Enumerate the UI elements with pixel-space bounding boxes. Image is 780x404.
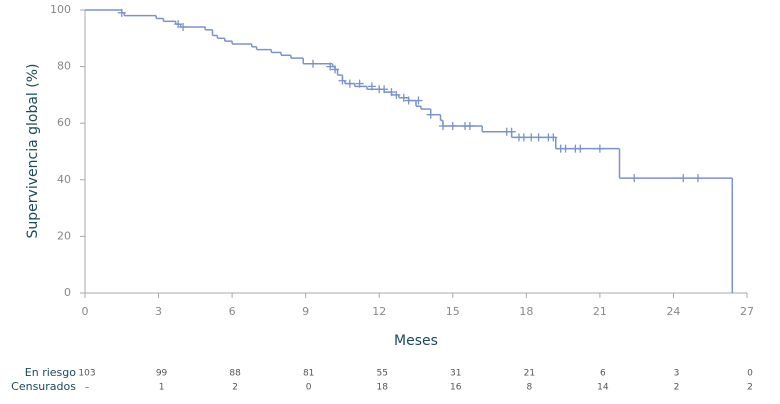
y-tick-label: 0 [64, 286, 71, 299]
censor-mark [438, 122, 447, 131]
censor-mark [174, 20, 183, 29]
risk-value: 6 [600, 369, 606, 379]
censor-mark [338, 76, 347, 85]
risk-value: 99 [156, 369, 168, 379]
censor-mark [326, 62, 335, 71]
x-tick-label: 6 [229, 305, 236, 318]
censor-mark [519, 133, 528, 142]
risk-value: 1 [159, 383, 165, 393]
risk-value: 2 [232, 383, 238, 393]
risk-value: 16 [450, 383, 462, 393]
x-tick-label: 27 [740, 305, 754, 318]
y-tick-label: 80 [57, 60, 71, 73]
risk-value: 88 [229, 369, 241, 379]
risk-value: 55 [376, 369, 387, 379]
risk-value: 18 [376, 383, 388, 393]
risk-value: 2 [674, 383, 680, 393]
censor-mark [345, 79, 354, 88]
risk-value: 14 [597, 383, 609, 393]
censor-mark [561, 144, 570, 153]
y-tick-label: 60 [57, 116, 71, 129]
censor-mark [527, 133, 536, 142]
risk-value: 31 [450, 369, 461, 379]
y-axis-title: Supervivencia global (%) [25, 64, 41, 239]
x-axis-title: Meses [394, 333, 438, 349]
risk-value: 0 [306, 383, 312, 393]
x-tick-label: 3 [155, 305, 162, 318]
censor-mark [507, 127, 516, 136]
risk-value: 0 [747, 369, 753, 379]
censor-mark [595, 144, 604, 153]
censor-mark [387, 88, 396, 97]
censor-mark [576, 144, 585, 153]
y-tick-label: 20 [57, 229, 71, 242]
x-tick-label: 9 [302, 305, 309, 318]
risk-value: 103 [78, 369, 95, 379]
censor-mark [117, 8, 126, 17]
censor-mark [392, 90, 401, 99]
censor-mark [404, 96, 413, 105]
x-tick-label: 12 [372, 305, 386, 318]
risk-value: 2 [747, 383, 753, 393]
censor-mark [179, 22, 188, 31]
risk-value: – [85, 383, 90, 393]
censor-mark [534, 133, 543, 142]
risk-value: 21 [524, 369, 535, 379]
x-tick-label: 21 [593, 305, 607, 318]
x-tick-label: 15 [446, 305, 460, 318]
x-tick-label: 18 [519, 305, 533, 318]
censor-mark [693, 174, 702, 183]
censor-mark [448, 122, 457, 131]
risk-row-label: En riesgo [25, 366, 76, 379]
risk-value: 8 [526, 383, 532, 393]
y-tick-label: 100 [50, 3, 71, 16]
risk-value: 3 [674, 369, 680, 379]
censor-mark [679, 174, 688, 183]
censor-mark [399, 93, 408, 102]
x-tick-label: 0 [82, 305, 89, 318]
risk-value: 81 [303, 369, 314, 379]
y-tick-label: 40 [57, 173, 71, 186]
risk-row-label: Censurados [11, 380, 76, 393]
censor-mark [465, 122, 474, 131]
censor-mark [309, 59, 318, 68]
censor-mark [549, 133, 558, 142]
censor-mark [355, 79, 364, 88]
censor-mark [426, 110, 435, 119]
censor-mark [630, 174, 639, 183]
censor-mark [380, 85, 389, 94]
censor-mark [367, 82, 376, 91]
censor-mark [414, 96, 423, 105]
x-tick-label: 24 [666, 305, 680, 318]
censor-mark [331, 65, 340, 74]
